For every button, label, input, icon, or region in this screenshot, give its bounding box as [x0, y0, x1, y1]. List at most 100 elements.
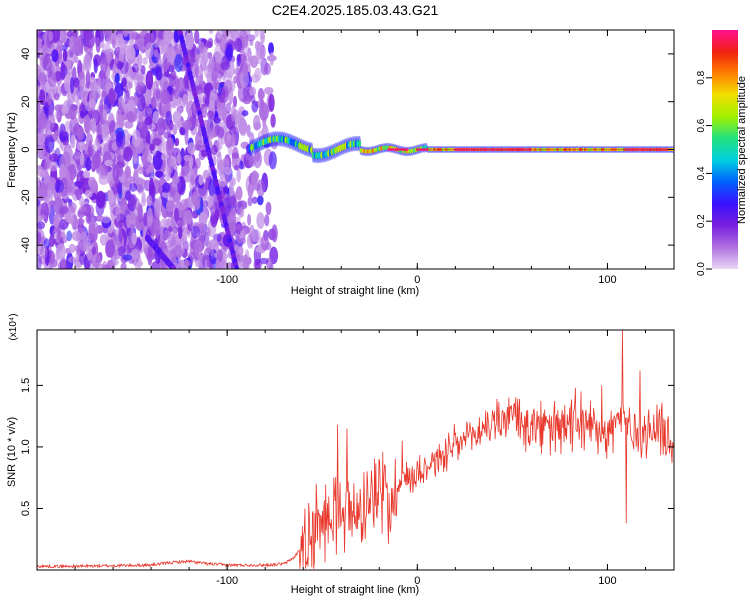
heatmap-cell: [118, 223, 123, 243]
heatmap-cell: [128, 30, 137, 41]
heatmap-cell: [40, 245, 48, 259]
heatmap-cell: [268, 93, 275, 112]
heatmap-cell: [165, 165, 172, 182]
heatmap-cell: [202, 254, 211, 269]
heatmap-cell: [202, 107, 208, 118]
heatmap-cell: [78, 206, 87, 213]
heatmap-cell: [259, 257, 269, 265]
heatmap-cell: [173, 245, 184, 258]
heatmap-cell: [97, 76, 102, 96]
heatmap-cell: [145, 70, 154, 90]
heatmap-cell: [239, 160, 244, 170]
colorbar-tick-label: 0.8: [696, 70, 707, 84]
colorbar: 0.0 0.2 0.4 0.6 0.8 Normalized spectral ampl…: [696, 30, 748, 276]
heatmap-cell: [108, 189, 115, 206]
heatmap-cell: [142, 212, 149, 227]
heatmap-cell: [180, 147, 186, 168]
heatmap-carrier-peak: [405, 148, 409, 151]
heatmap-carrier-peak: [401, 148, 404, 151]
heatmap-cell: [212, 70, 219, 77]
heatmap-cell: [122, 112, 130, 121]
heatmap-carrier-cell: [358, 140, 361, 148]
heatmap-cell: [68, 105, 78, 119]
heatmap-cell: [78, 217, 83, 226]
heatmap-cell: [184, 32, 194, 51]
heatmap-cell: [59, 206, 69, 214]
snr-series: [37, 330, 674, 570]
heatmap-cell: [59, 30, 68, 44]
heatmap-cell: [137, 37, 145, 44]
heatmap-cell: [201, 200, 209, 208]
heatmap-cell: [183, 209, 193, 225]
heatmap-cell: [102, 43, 111, 55]
heatmap-cell: [247, 196, 253, 207]
heatmap-cell: [161, 153, 167, 161]
heatmap-cell: [91, 153, 101, 170]
heatmap-cell: [194, 239, 202, 259]
heatmap-cell: [230, 30, 238, 40]
heatmap-cell: [44, 156, 49, 176]
heatmap-cell: [184, 125, 189, 146]
heatmap-cell: [155, 89, 161, 100]
heatmap-cell: [157, 53, 162, 67]
heatmap-cell: [256, 212, 265, 229]
heatmap-cell: [251, 228, 261, 243]
heatmap-cell: [116, 163, 124, 177]
heatmap-cell: [251, 196, 258, 204]
heatmap-cell: [245, 34, 256, 42]
heatmap-cell: [177, 77, 185, 93]
heatmap-cell: [172, 110, 182, 125]
heatmap-carrier-peak: [389, 148, 393, 151]
heatmap-cell: [147, 246, 153, 266]
heatmap-cell: [236, 53, 242, 67]
heatmap-cell: [183, 154, 192, 162]
snr-line: [37, 330, 674, 570]
colorbar-tick-label: 0.4: [696, 166, 707, 180]
heatmap-cell: [176, 219, 186, 228]
heatmap-cell: [89, 179, 97, 193]
heatmap-cell: [38, 89, 46, 106]
heatmap-cell: [73, 151, 82, 160]
heatmap-cell: [37, 30, 44, 39]
heatmap-cell: [124, 165, 131, 179]
snr-y-tick-label: 0.5: [20, 501, 32, 516]
heatmap-cell: [208, 56, 215, 69]
heatmap-cell: [37, 96, 41, 115]
spectrogram-panel: -100 0 100 -40 -20 0 20 40 Height of straight l…: [6, 29, 675, 297]
heatmap-cell: [56, 243, 66, 261]
heatmap-cell: [182, 119, 193, 131]
heatmap-cell: [242, 62, 249, 76]
heatmap-cell: [198, 230, 207, 243]
snr-frame: [36, 329, 675, 571]
heatmap-cell: [146, 195, 153, 207]
heatmap-cell: [153, 49, 159, 58]
heatmap-cell: [91, 117, 97, 134]
heatmap-cell: [161, 190, 171, 199]
heatmap-cell: [167, 122, 172, 142]
heatmap-cell: [129, 182, 138, 192]
heatmap-cell: [110, 131, 118, 142]
heatmap-cell: [85, 32, 95, 49]
heatmap-cell: [183, 260, 191, 267]
heatmap-cell: [79, 252, 87, 265]
heatmap-cell: [250, 170, 259, 189]
heatmap-cell: [41, 46, 47, 58]
heatmap-cell: [141, 191, 146, 203]
heatmap-cell: [91, 246, 97, 255]
heatmap-carrier-peak: [396, 148, 400, 151]
heatmap-cell: [61, 106, 70, 114]
heatmap-cell: [51, 49, 59, 63]
heatmap-cell: [155, 66, 163, 81]
heatmap-cell: [146, 107, 153, 115]
heatmap-cell: [189, 53, 194, 68]
heatmap-cell: [53, 213, 63, 222]
heatmap-cell: [37, 182, 48, 201]
heatmap-cell: [174, 54, 184, 73]
heatmap-cell: [62, 49, 68, 62]
heatmap-cell: [251, 73, 260, 84]
heatmap-cell: [101, 215, 111, 224]
heatmap-streak-cell: [171, 265, 177, 269]
heatmap-cell: [217, 136, 223, 151]
heatmap-cell: [175, 153, 182, 164]
heatmap-cell: [165, 200, 175, 212]
